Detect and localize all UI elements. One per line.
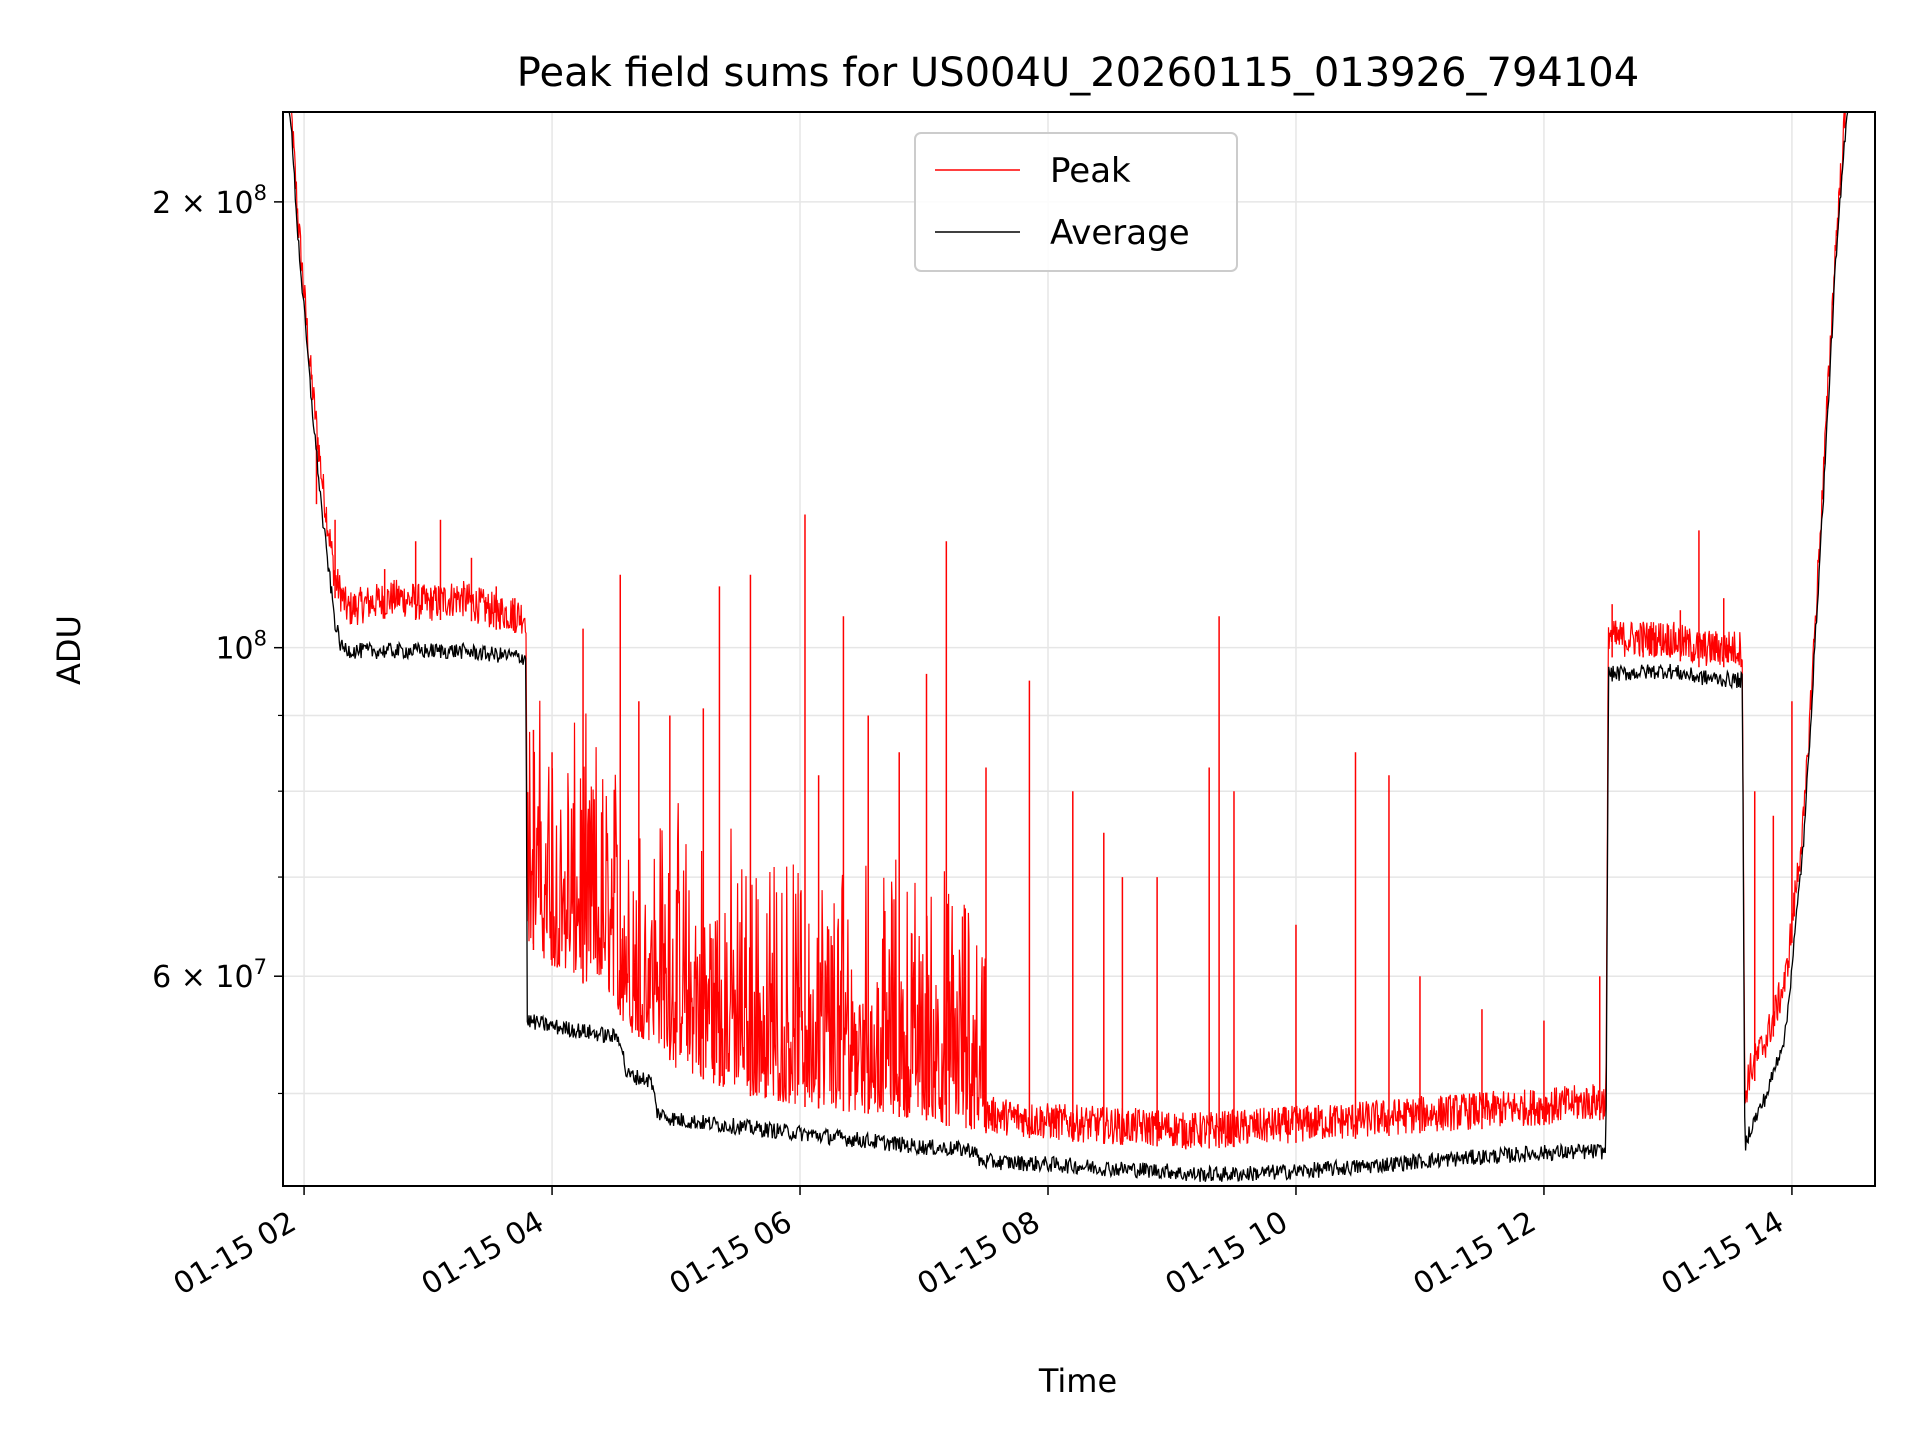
average-series-line: [288, 112, 1849, 1182]
chart-title: Peak field sums for US004U_20260115_0139…: [517, 50, 1639, 96]
legend-peak-label: Peak: [1050, 151, 1131, 191]
y-tick-label: 2 × 108: [152, 181, 267, 221]
legend-average-label: Average: [1050, 213, 1190, 253]
series-layer: [288, 112, 1849, 1182]
x-axis-title: Time: [1038, 1362, 1117, 1400]
y-tick-label: 6 × 107: [152, 955, 267, 995]
plot-frame: [282, 111, 1876, 1187]
legend: Peak Average: [914, 132, 1238, 272]
y-tick-label: 108: [215, 627, 267, 667]
legend-box: [914, 132, 1238, 272]
y-axis-title: ADU: [50, 615, 88, 685]
peak-series-line: [289, 112, 1848, 1150]
